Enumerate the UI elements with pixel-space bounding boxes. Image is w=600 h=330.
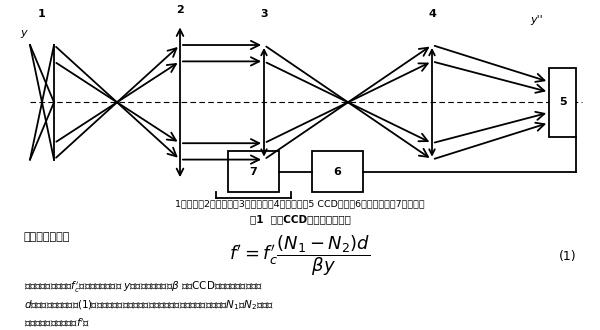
Text: y: y [20,28,28,38]
Text: 由于平行光管的焦距$f_c'$，分划板刻线间隔 $y$，显微物镜放大率$\beta$ 以及CCD摄相机像素面元大小: 由于平行光管的焦距$f_c'$，分划板刻线间隔 $y$，显微物镜放大率$\bet… [24,280,263,295]
Text: 6: 6 [334,167,341,177]
Bar [549,68,576,137]
Text: 1玻罗板；2平行光管；3被测镜头；4显微物镜；5 CCD相机；6图像采集卡；7计算机；: 1玻罗板；2平行光管；3被测镜头；4显微物镜；5 CCD相机；6图像采集卡；7计… [175,199,425,208]
Bar [312,151,363,192]
Text: (1): (1) [559,249,576,263]
Text: 图1  基于CCD的焦距测量原理: 图1 基于CCD的焦距测量原理 [250,214,350,224]
Text: 2: 2 [176,5,184,15]
Text: 4: 4 [428,9,436,19]
Text: y'': y'' [530,16,544,25]
Text: 3: 3 [260,9,268,19]
Text: $f' = f_c' \dfrac{(N_1 - N_2)d}{\beta y}$: $f' = f_c' \dfrac{(N_1 - N_2)d}{\beta y}… [229,234,371,279]
Text: 求得被测镜头的焦距值$f'$。: 求得被测镜头的焦距值$f'$。 [24,317,90,329]
Text: $d$均已知，因此，由式(1)可知，只要确定刻线对中的两根刻线像的中心所在像素位置$N_1$和$N_2$，即可: $d$均已知，因此，由式(1)可知，只要确定刻线对中的两根刻线像的中心所在像素位… [24,298,274,312]
Bar [228,151,279,192]
Text: 7: 7 [250,167,257,177]
Text: 测量公式如下：: 测量公式如下： [24,232,70,242]
Text: 5: 5 [559,97,566,107]
Text: 1: 1 [38,9,46,19]
